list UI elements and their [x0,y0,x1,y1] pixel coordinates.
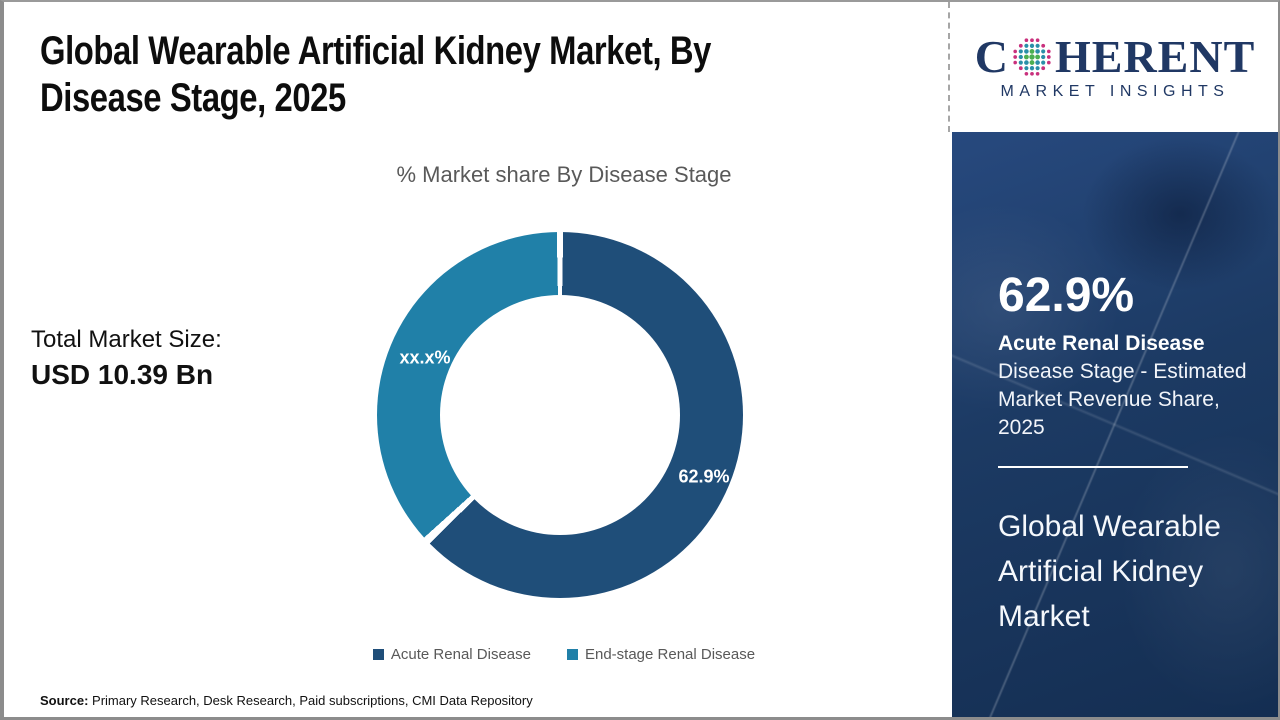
total-market-size-label: Total Market Size: [31,326,222,353]
logo-divider [948,2,950,132]
chart-subtitle: % Market share By Disease Stage [396,162,732,187]
logo-tagline: MARKET INSIGHTS [1000,82,1230,100]
sidebar: 62.9% Acute Renal Disease Disease Stage … [952,132,1278,717]
sidebar-stat-name: Acute Renal Disease [998,332,1205,355]
logo-wordmark: C HERENT [974,30,1256,82]
page-title: Global Wearable Artificial Kidney Market… [40,28,860,122]
sidebar-stat-value: 62.9% [998,269,1135,322]
logo-globe-icon [1013,37,1051,76]
logo-letter-c: C [974,30,1009,82]
sidebar-divider [998,466,1188,468]
legend-label-endstage: End-stage Renal Disease [584,646,756,663]
legend-swatch-acute [372,649,384,660]
company-logo: C HERENT MARKET INSIGHTS [952,2,1278,132]
donut-hole [440,295,680,535]
sidebar-report-title: Global Wearable Artificial Kidney Market [998,510,1221,633]
total-market-size: Total Market Size: USD 10.39 Bn [31,326,222,391]
total-market-size-value: USD 10.39 Bn [31,359,214,390]
page-title-line2: Disease Stage, 2025 [40,76,346,120]
page-title-line1: Global Wearable Artificial Kidney Market… [40,29,711,73]
logo-letters-rest: HERENT [1054,30,1256,82]
sidebar-stat-description: Disease Stage - Estimated Market Revenue… [998,360,1247,439]
source-text: Primary Research, Desk Research, Paid su… [88,693,533,708]
source-label: Source: [40,693,89,708]
slice-label-acute: 62.9% [678,466,730,487]
donut-chart-wrap: 62.9% xx.x% [377,232,743,598]
legend-swatch-endstage [566,649,578,660]
legend-item-endstage: End-stage Renal Disease [566,646,756,663]
source-line: Source: Primary Research, Desk Research,… [40,693,533,708]
legend-item-acute: Acute Renal Disease [372,646,531,663]
legend-label-acute: Acute Renal Disease [390,646,531,663]
chart-legend: Acute Renal Disease End-stage Renal Dise… [304,646,824,663]
slice-label-endstage: xx.x% [399,347,451,368]
